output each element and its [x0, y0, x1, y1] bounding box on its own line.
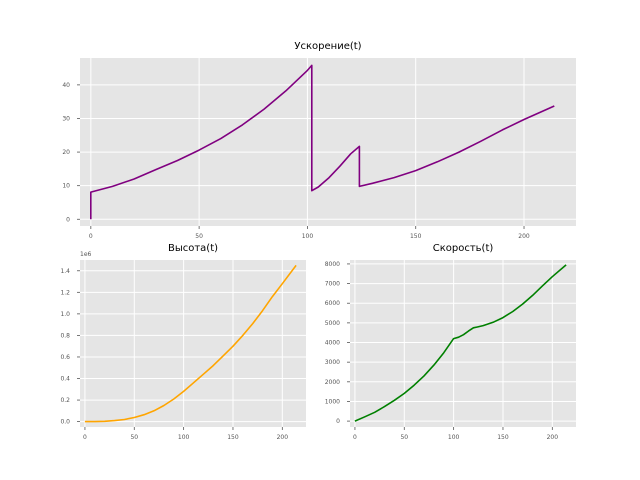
height-x-tick-label: 150 [227, 434, 239, 441]
acceleration-y-tick-label: 30 [62, 115, 70, 122]
velocity-x-tick-label: 100 [448, 434, 460, 441]
height-panel: 0 50 100 150 200 0.0 0.2 0.4 0.6 0.8 1.0 1.2 1.4 Вы… [60, 243, 306, 441]
velocity-x-tick-label: 50 [400, 434, 408, 441]
height-y-tick-label: 0.4 [60, 376, 70, 383]
height-y-tick-label: 1.4 [60, 268, 70, 275]
height-series-layer [84, 264, 297, 423]
acceleration-x-tick-label: 150 [410, 233, 422, 240]
velocity-x-ticks: 0 50 100 150 200 [353, 427, 558, 441]
velocity-series-layer [354, 264, 567, 422]
velocity-panel: 0 50 100 150 200 0 1000 2000 3000 4000 5000 6000 70… [325, 243, 576, 441]
acceleration-x-tick-label: 100 [302, 233, 314, 240]
height-offset-text: 1e6 [80, 251, 92, 258]
height-y-tick-label: 1.0 [60, 311, 70, 318]
acceleration-x-tick-label: 50 [195, 233, 203, 240]
velocity-plot-area [350, 260, 576, 427]
velocity-x-tick-label: 0 [353, 434, 357, 441]
height-y-tick-label: 0.0 [60, 419, 70, 426]
height-x-tick-label: 0 [83, 434, 87, 441]
height-title: Высота(t) [168, 243, 218, 254]
velocity-line [354, 264, 567, 422]
height-y-ticks: 0.0 0.2 0.4 0.6 0.8 1.0 1.2 1.4 [60, 268, 80, 426]
acceleration-y-tick-label: 20 [62, 149, 70, 156]
height-x-tick-label: 100 [178, 434, 190, 441]
height-x-tick-label: 200 [277, 434, 289, 441]
velocity-x-tick-label: 200 [547, 434, 559, 441]
acceleration-series-layer [90, 64, 555, 220]
acceleration-x-ticks: 0 50 100 150 200 [89, 226, 530, 240]
acceleration-y-ticks: 0 10 20 30 40 [62, 82, 80, 223]
height-x-ticks: 0 50 100 150 200 [83, 427, 288, 441]
height-y-tick-label: 0.6 [60, 354, 70, 361]
height-y-tick-label: 0.8 [60, 332, 70, 339]
height-grid [80, 260, 306, 427]
acceleration-plot-area [80, 58, 576, 226]
velocity-title: Скорость(t) [433, 243, 494, 254]
acceleration-grid [80, 58, 576, 226]
velocity-y-tick-label: 7000 [325, 281, 340, 288]
velocity-y-tick-label: 0 [336, 418, 340, 425]
height-y-tick-label: 1.2 [60, 289, 70, 296]
velocity-x-tick-label: 150 [497, 434, 509, 441]
velocity-y-tick-label: 8000 [325, 261, 340, 268]
acceleration-title: Ускорение(t) [294, 41, 361, 52]
velocity-y-tick-label: 2000 [325, 379, 340, 386]
height-x-tick-label: 50 [130, 434, 138, 441]
velocity-y-tick-label: 6000 [325, 300, 340, 307]
velocity-y-tick-label: 3000 [325, 359, 340, 366]
velocity-y-ticks: 0 1000 2000 3000 4000 5000 6000 7000 8000 [325, 261, 350, 425]
acceleration-y-tick-label: 40 [62, 82, 70, 89]
acceleration-y-tick-label: 0 [66, 216, 70, 223]
velocity-y-tick-label: 1000 [325, 398, 340, 405]
velocity-y-tick-label: 5000 [325, 320, 340, 327]
velocity-grid [350, 260, 576, 427]
height-y-tick-label: 0.2 [60, 397, 70, 404]
acceleration-line [90, 64, 555, 220]
acceleration-y-tick-label: 10 [62, 183, 70, 190]
height-plot-area [80, 260, 306, 427]
acceleration-x-tick-label: 200 [518, 233, 530, 240]
acceleration-x-tick-label: 0 [89, 233, 93, 240]
height-line [84, 264, 297, 423]
velocity-y-tick-label: 4000 [325, 340, 340, 347]
acceleration-panel: 0 50 100 150 200 0 10 20 30 40 Ускорение(t) [62, 41, 576, 240]
